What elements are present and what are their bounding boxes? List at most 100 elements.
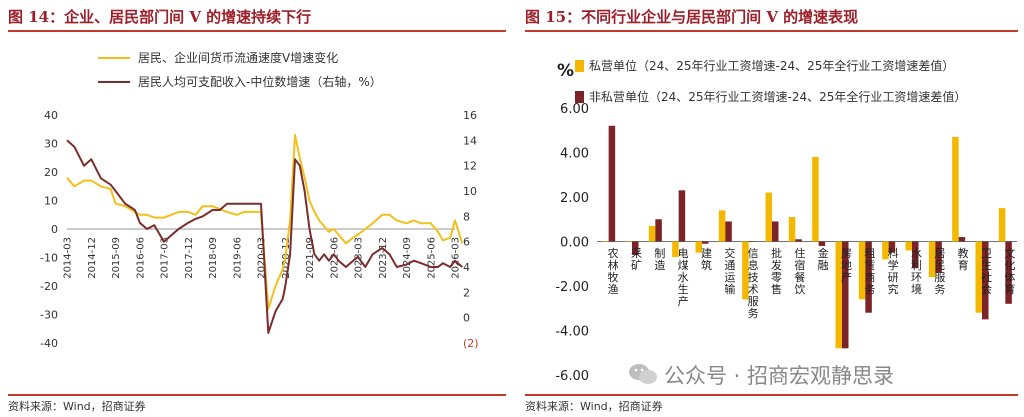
left-chart-panel: 图 14：企业、居民部门间 V 的增速持续下行 居民、企业间货币流通速度V增速变… <box>8 8 506 413</box>
series-line-2 <box>66 139 463 334</box>
x-tick-label: 2019-06 <box>232 237 243 279</box>
bar-nonprivate <box>982 241 989 320</box>
right-axis-tick: 16 <box>463 109 477 122</box>
left-line-chart: 居民、企业间货币流通速度V增速变化居民人均可支配收入-中位数增速（右轴，%）40… <box>40 50 479 350</box>
watermark-text: 公众号 · 招商宏观静思录 <box>664 364 895 388</box>
right-axis-tick: 14 <box>463 134 477 147</box>
series-line-1 <box>66 133 464 310</box>
left-axis-tick: 40 <box>44 109 58 122</box>
bar-private <box>718 210 726 242</box>
category-label: 采矿 <box>630 247 643 271</box>
category-label: 文化体育 <box>1003 246 1016 295</box>
bar-nonprivate <box>725 221 732 242</box>
bar-private <box>858 241 866 300</box>
right-axis-tick: 4 <box>463 261 470 274</box>
category-label: 信息技术服务 <box>746 247 759 319</box>
right-bar-chart: % 私营单位（24、25年行业工资增速-24、25年全行业工资增速差值） 非私营单位… <box>555 58 1017 384</box>
y-tick-label: 0.00 <box>560 236 589 251</box>
right-chart-title: 图 15：不同行业企业与居民部门间 V 的增速表现 <box>525 8 859 26</box>
left-axis-tick: 30 <box>44 138 58 151</box>
category-label: 居民服务 <box>933 248 946 296</box>
x-tick-label: 2017-03 <box>160 237 171 279</box>
legend-swatch-1 <box>575 60 584 72</box>
bar-nonprivate <box>795 239 802 242</box>
category-label: 房地产 <box>840 247 853 283</box>
bar-nonprivate <box>632 241 639 255</box>
category-label: 租赁商务 <box>863 247 876 295</box>
bar-private <box>998 208 1006 242</box>
bar-private <box>742 241 749 300</box>
category-label: 教育 <box>956 247 969 271</box>
left-axis-tick: -10 <box>40 252 58 265</box>
right-axis-tick: 10 <box>463 185 477 198</box>
y-tick-label: -2.00 <box>555 280 589 295</box>
x-tick-label: 2017-12 <box>184 237 195 279</box>
left-axis-tick: 10 <box>44 195 58 208</box>
left-axis-tick: 0 <box>51 223 58 236</box>
left-axis-tick: -20 <box>40 280 58 293</box>
category-label: 科学研究 <box>886 246 899 295</box>
bar-private <box>788 217 796 242</box>
legend-label-2: 居民人均可支配收入-中位数增速（右轴，%） <box>138 74 382 89</box>
bar-private <box>625 241 632 242</box>
y-tick-label: 2.00 <box>560 191 589 206</box>
right-axis-tick: 8 <box>463 210 470 223</box>
bar-nonprivate <box>958 237 966 242</box>
x-tick-label: 2023-12 <box>378 237 389 279</box>
category-label: 建筑 <box>700 246 713 271</box>
x-tick-label: 2020-03 <box>257 237 268 279</box>
bar-private <box>905 241 912 251</box>
bar-nonprivate <box>865 241 872 313</box>
bar-nonprivate <box>655 219 662 242</box>
left-axis-tick: -40 <box>40 337 58 350</box>
bar-nonprivate <box>772 221 779 242</box>
category-label: 金融 <box>816 246 829 271</box>
bar-nonprivate <box>935 241 942 273</box>
category-label: 住宿餐饮 <box>793 246 806 295</box>
left-source-rule <box>8 394 506 396</box>
x-tick-label: 2014-03 <box>63 237 74 279</box>
left-source-note: 资料来源：Wind，招商证券 <box>8 400 146 413</box>
right-source-note: 资料来源：Wind，招商证券 <box>525 400 663 413</box>
y-tick-label: -4.00 <box>555 325 589 340</box>
category-label: 农林牧渔 <box>606 246 619 295</box>
x-tick-label: 2014-12 <box>87 237 98 279</box>
bar-nonprivate <box>702 241 709 244</box>
right-axis-tick: (2) <box>463 337 479 350</box>
bar-private <box>835 241 842 349</box>
bar-private <box>928 241 936 278</box>
right-axis-tick: 12 <box>463 160 477 173</box>
bar-private <box>695 241 702 253</box>
bar-private <box>882 241 889 260</box>
bar-private <box>672 241 679 258</box>
bar-nonprivate <box>888 241 896 253</box>
x-tick-label: 2025-06 <box>426 237 437 279</box>
category-label: 批发零售 <box>770 246 783 295</box>
x-tick-label: 2022-06 <box>329 237 340 279</box>
bar-nonprivate <box>912 241 919 269</box>
bar-private <box>765 192 772 242</box>
wechat-icon <box>629 364 657 384</box>
legend-label-1: 居民、企业间货币流通速度V增速变化 <box>138 50 338 65</box>
bar-nonprivate <box>608 125 616 242</box>
category-label: 电煤水生产 <box>676 247 689 307</box>
bar-nonprivate <box>1005 241 1012 304</box>
right-source-rule <box>525 394 1018 396</box>
left-title-rule <box>8 30 506 32</box>
legend-label-1: 私营单位（24、25年行业工资增速-24、25年全行业工资增速差值） <box>589 58 954 73</box>
x-tick-label: 2024-09 <box>402 237 413 279</box>
y-tick-label: 4.00 <box>560 147 589 162</box>
right-axis-tick: 6 <box>463 236 470 249</box>
bar-private <box>975 241 982 313</box>
bar-private <box>952 136 959 242</box>
legend-swatch-2 <box>575 91 584 103</box>
right-title-rule <box>525 30 1018 32</box>
category-label: 卫生社会 <box>980 248 993 296</box>
bar-private <box>812 156 819 242</box>
x-tick-label: 2018-09 <box>208 237 219 279</box>
right-chart-panel: 图 15：不同行业企业与居民部门间 V 的增速表现 % 私营单位（24、25年行业… <box>517 0 1024 417</box>
x-tick-label: 2015-09 <box>111 237 122 279</box>
x-tick-label: 2016-06 <box>135 237 146 279</box>
bar-nonprivate <box>678 190 686 242</box>
bar-nonprivate <box>818 241 826 246</box>
